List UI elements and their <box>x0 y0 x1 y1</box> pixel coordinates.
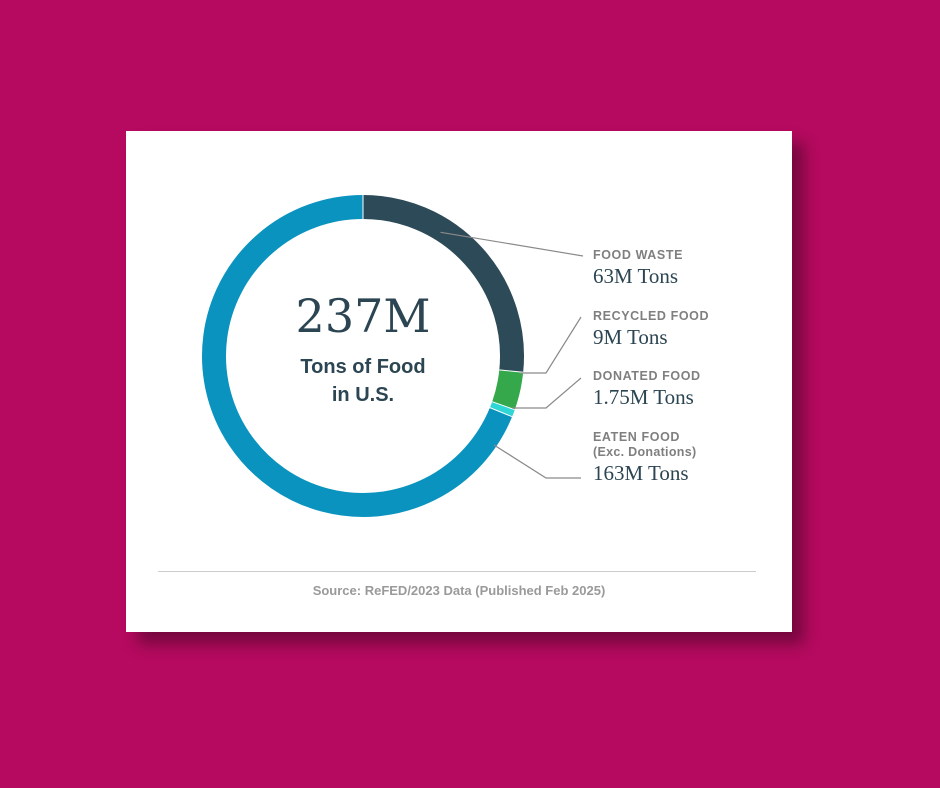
slice-separator <box>489 407 513 418</box>
leader-donated-food <box>512 377 582 409</box>
label-donated-food: DONATED FOOD 1.75M Tons <box>593 369 701 409</box>
leader-eaten-food <box>493 444 581 479</box>
donut-chart <box>202 195 584 517</box>
slice-eaten-food <box>202 195 513 517</box>
label-food-waste: FOOD WASTE 63M Tons <box>593 248 683 288</box>
slice-donated-food <box>489 401 515 417</box>
total-caption-line-1: Tons of Food <box>300 356 426 378</box>
label-eaten-food-value: 163M Tons <box>593 461 689 485</box>
label-donated-food-value: 1.75M Tons <box>593 385 694 409</box>
label-recycled-food-value: 9M Tons <box>593 325 668 349</box>
slice-food-waste <box>362 195 524 373</box>
label-eaten-food-name: EATEN FOOD <box>593 430 681 444</box>
slice-recycled-food <box>492 369 524 410</box>
divider <box>158 571 756 572</box>
total-value: 237M <box>295 289 431 343</box>
total-caption-line-2: in U.S. <box>331 384 395 406</box>
leader-recycled-food <box>520 316 582 374</box>
label-food-waste-value: 63M Tons <box>593 264 679 288</box>
infographic-card: 237M Tons of Food in U.S. FOOD WASTE 63M… <box>126 131 792 632</box>
source-note: Source: ReFED/2023 Data (Published Feb 2… <box>312 583 606 598</box>
label-eaten-food-sub: (Exc. Donations) <box>593 445 697 459</box>
label-food-waste-name: FOOD WASTE <box>593 248 684 262</box>
label-donated-food-name: DONATED FOOD <box>593 369 701 383</box>
label-recycled-food-name: RECYCLED FOOD <box>593 309 710 323</box>
slice-separator <box>499 369 524 373</box>
slice-separator <box>491 401 515 411</box>
label-eaten-food: EATEN FOOD (Exc. Donations) 163M Tons <box>593 430 696 485</box>
label-recycled-food: RECYCLED FOOD 9M Tons <box>593 309 709 349</box>
leader-food-waste <box>440 231 584 257</box>
total-caption: Tons of Food in U.S. <box>284 353 442 409</box>
